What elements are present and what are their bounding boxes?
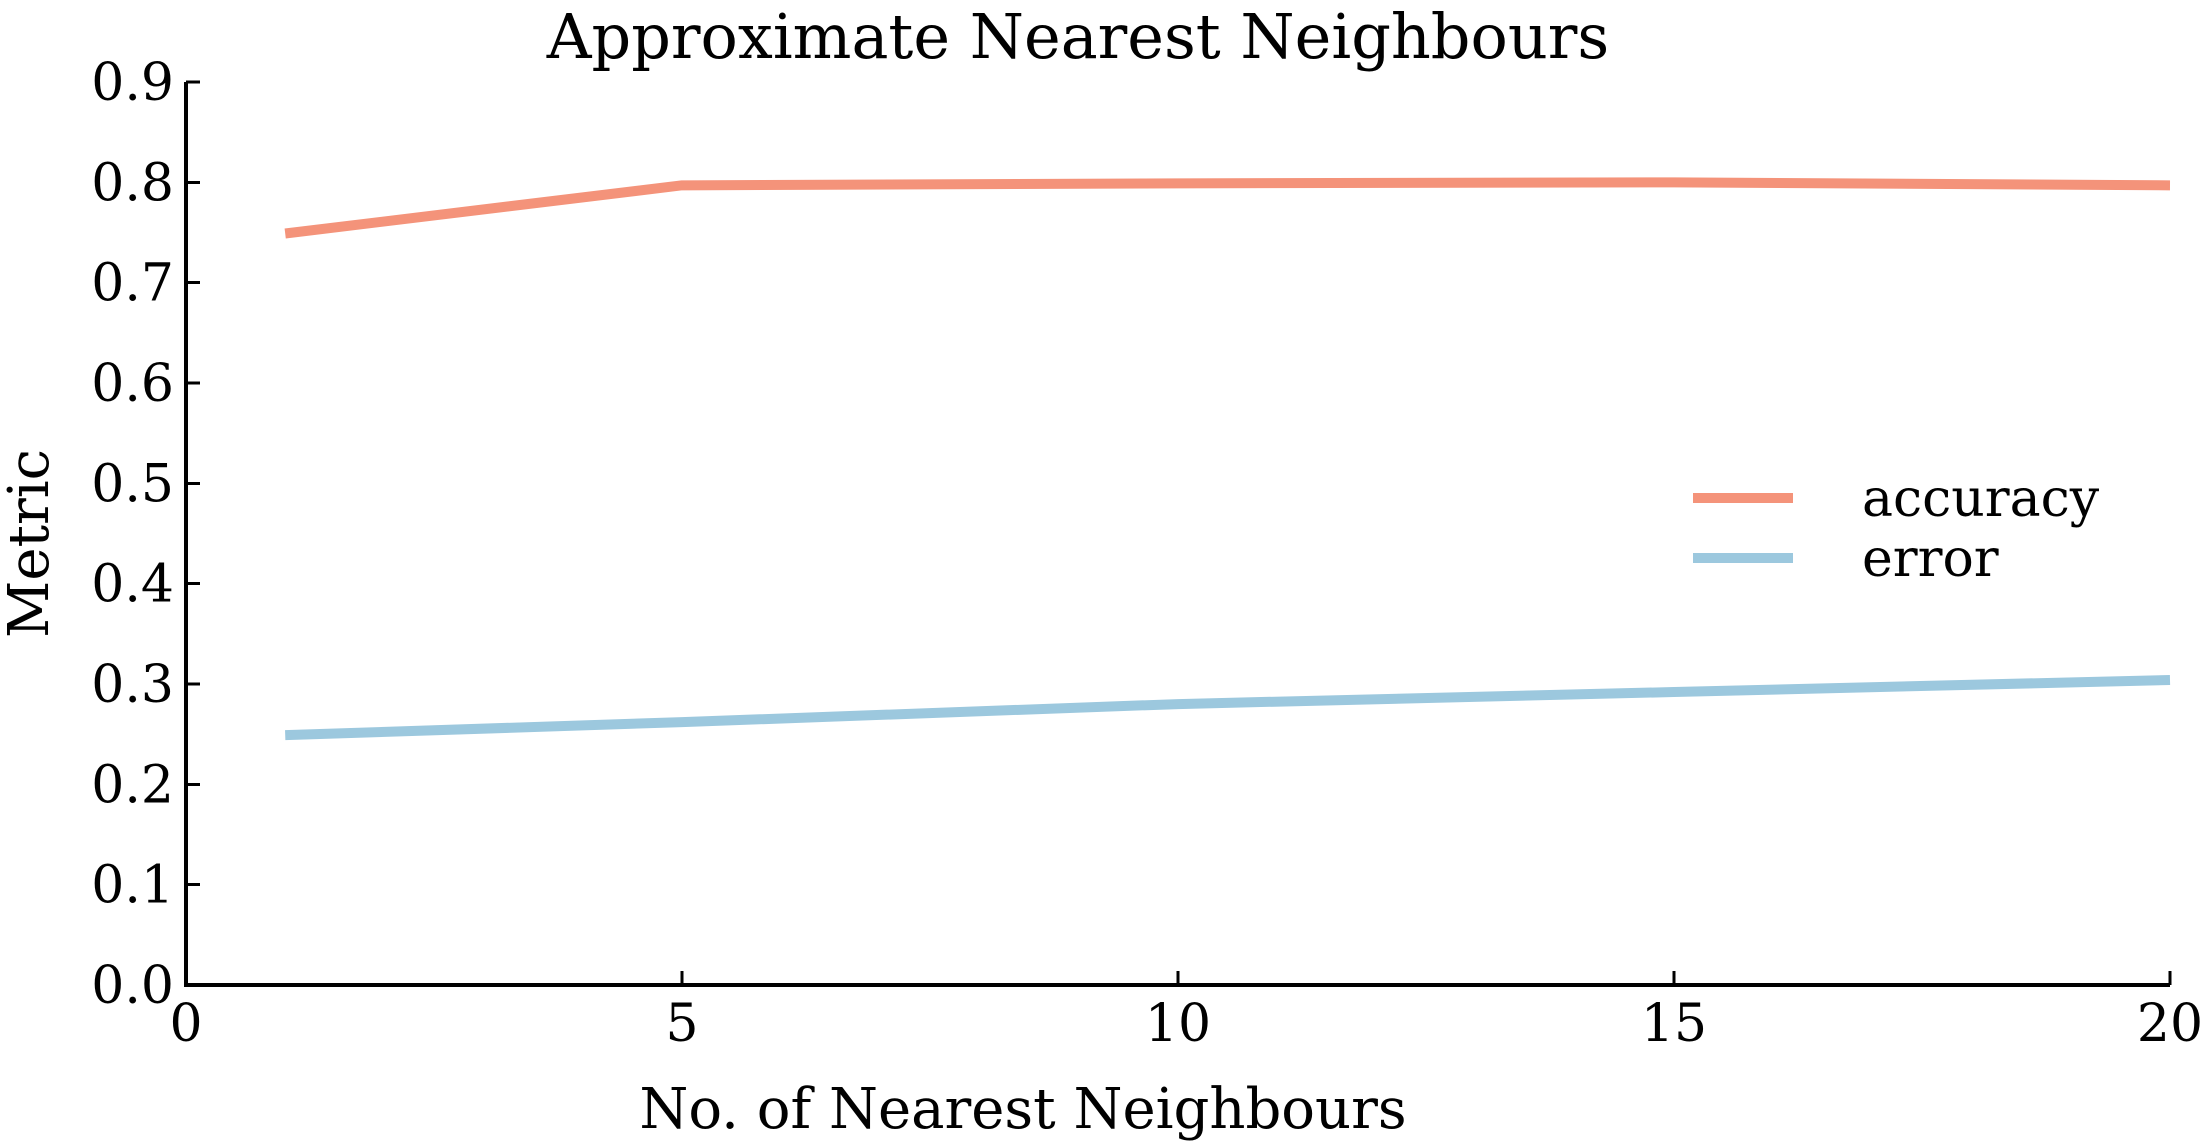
x-tick-label: 15 [1641, 994, 1707, 1054]
y-tick-label: 0.4 [91, 555, 174, 615]
y-tick-label: 0.1 [91, 856, 174, 916]
legend-label-accuracy: accuracy [1862, 469, 2100, 529]
y-axis-label: Metric [0, 449, 62, 638]
chart-title: Approximate Nearest Neighbours [546, 0, 1609, 73]
y-tick-label: 0.3 [91, 655, 174, 715]
x-tick-label: 5 [665, 994, 698, 1054]
y-tick-label: 0.5 [91, 454, 174, 514]
y-tick-label: 0.6 [91, 354, 174, 414]
y-tick-label: 0.0 [91, 956, 174, 1016]
series-line-error [285, 674, 2171, 741]
x-tick-label: 20 [2137, 994, 2200, 1054]
y-tick-label: 0.2 [91, 755, 174, 815]
x-tick-label: 0 [169, 994, 202, 1054]
ticks: 0.0 0.1 0.2 0.3 0.4 0.5 0.6 0.7 0.8 0.9 0 5 10 15 20 [91, 53, 2200, 1054]
series-line-accuracy [284, 177, 2171, 239]
x-axis-label: No. of Nearest Neighbours [639, 1077, 1406, 1142]
y-tick-label: 0.8 [91, 153, 174, 213]
y-tick-label: 0.9 [91, 53, 174, 113]
legend-label-error: error [1862, 529, 1999, 589]
series-lines [284, 177, 2171, 741]
x-tick-label: 10 [1145, 994, 1211, 1054]
y-tick-label: 0.7 [91, 254, 174, 314]
